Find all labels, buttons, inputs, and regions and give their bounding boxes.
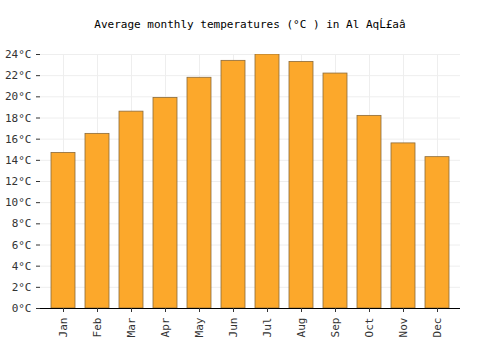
svg-text:Nov: Nov xyxy=(397,317,410,337)
svg-text:16°C: 16°C xyxy=(5,133,32,146)
svg-text:Jul: Jul xyxy=(261,318,274,338)
svg-text:Aug: Aug xyxy=(295,318,308,338)
svg-text:8°C: 8°C xyxy=(12,217,32,230)
svg-text:18°C: 18°C xyxy=(5,112,32,125)
svg-text:20°C: 20°C xyxy=(5,90,32,103)
svg-text:Jun: Jun xyxy=(227,318,240,338)
svg-text:24°C: 24°C xyxy=(5,48,32,61)
svg-text:Sep: Sep xyxy=(329,318,342,338)
svg-text:Dec: Dec xyxy=(431,318,444,338)
svg-text:Feb: Feb xyxy=(91,318,104,338)
svg-text:4°C: 4°C xyxy=(12,260,32,273)
svg-text:Apr: Apr xyxy=(159,317,172,337)
svg-text:10°C: 10°C xyxy=(5,196,32,209)
svg-text:14°C: 14°C xyxy=(5,154,32,167)
svg-text:May: May xyxy=(193,317,206,337)
svg-text:0°C: 0°C xyxy=(12,302,32,315)
html-text:Average monthly temperatures (: Average monthly temperatures (°C ) in Al… xyxy=(94,18,406,31)
svg-text:Oct: Oct xyxy=(363,318,376,338)
svg-text:12°C: 12°C xyxy=(5,175,32,188)
svg-text:Mar: Mar xyxy=(125,317,138,337)
svg-text:2°C: 2°C xyxy=(12,281,32,294)
svg-text:22°C: 22°C xyxy=(5,69,32,82)
svg-text:Jan: Jan xyxy=(57,318,70,338)
svg-text:6°C: 6°C xyxy=(12,239,32,252)
